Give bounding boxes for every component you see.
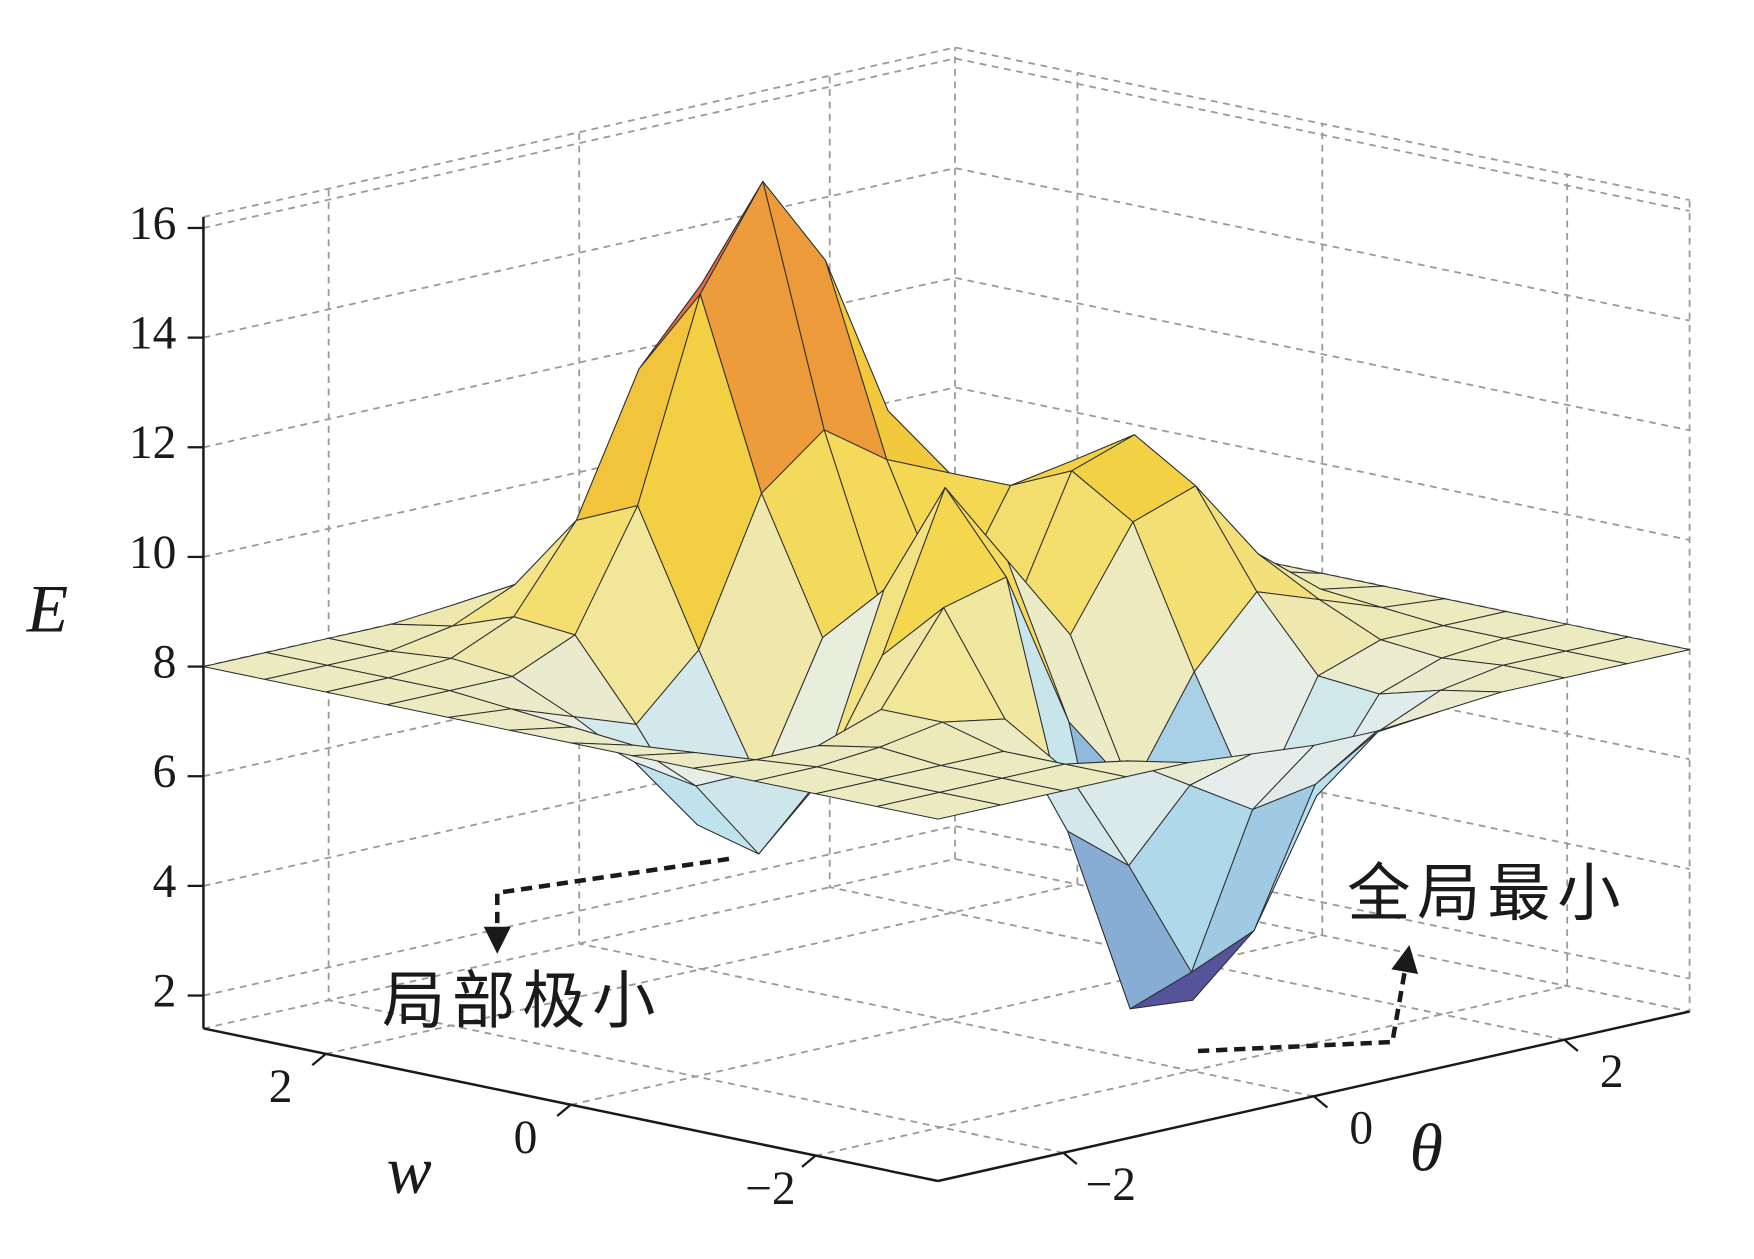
grid-line — [203, 276, 1690, 449]
grid-line — [325, 72, 1079, 1055]
annotation: 局部极小 — [382, 963, 662, 1037]
box-edge — [203, 46, 1690, 218]
z-tick-label: 14 — [129, 308, 176, 360]
z-tick-label: 10 — [129, 527, 176, 579]
y-axis-label: w — [386, 1133, 431, 1208]
grid-line — [578, 132, 1314, 1098]
y-axis — [203, 1027, 939, 1183]
tick-mark — [1313, 1095, 1329, 1109]
z-tick-label: 2 — [153, 965, 177, 1017]
z-tick-label: 12 — [129, 417, 176, 469]
tick-mark — [556, 1103, 572, 1117]
grid-line — [570, 123, 1324, 1106]
grid-line — [203, 715, 1690, 887]
grid-line — [327, 188, 1064, 1154]
y-tick-label: −2 — [745, 1163, 796, 1215]
z-tick-label: 16 — [129, 198, 176, 250]
x-tick-label: 2 — [1600, 1046, 1624, 1098]
annotation: 全局最小 — [1347, 856, 1627, 930]
tick-mark — [1563, 1038, 1579, 1052]
z-tick-label: 4 — [153, 856, 177, 908]
y-tick-label: 0 — [514, 1112, 538, 1164]
x-axis — [937, 1010, 1690, 1183]
x-tick-label: 0 — [1349, 1102, 1373, 1154]
y-tick-label: 2 — [269, 1061, 293, 1113]
annotation-arrow — [1197, 945, 1419, 1054]
x-tick-label: −2 — [1086, 1159, 1137, 1211]
annotation-arrow — [483, 856, 730, 954]
tick-mark — [311, 1053, 327, 1067]
surface — [202, 180, 1691, 1010]
grid-line — [203, 167, 1690, 339]
tick-mark — [801, 1154, 817, 1168]
tick-mark — [1062, 1151, 1078, 1165]
box-edge — [203, 200, 1691, 1030]
grid-line — [203, 386, 1690, 558]
z-tick-label: 6 — [153, 746, 177, 798]
grid-line — [828, 75, 1565, 1041]
grid-line — [815, 174, 1569, 1157]
z-tick-label: 8 — [153, 636, 177, 688]
z-axis-label: E — [26, 572, 68, 647]
x-axis-label: θ — [1410, 1111, 1443, 1186]
grid-line — [203, 825, 1690, 997]
axes: 2 4 6 8 10 12 14 16 −2 0 2 −2 0 2 — [129, 198, 1690, 1215]
grid-line — [203, 57, 1690, 229]
surface-patch — [876, 791, 1002, 820]
